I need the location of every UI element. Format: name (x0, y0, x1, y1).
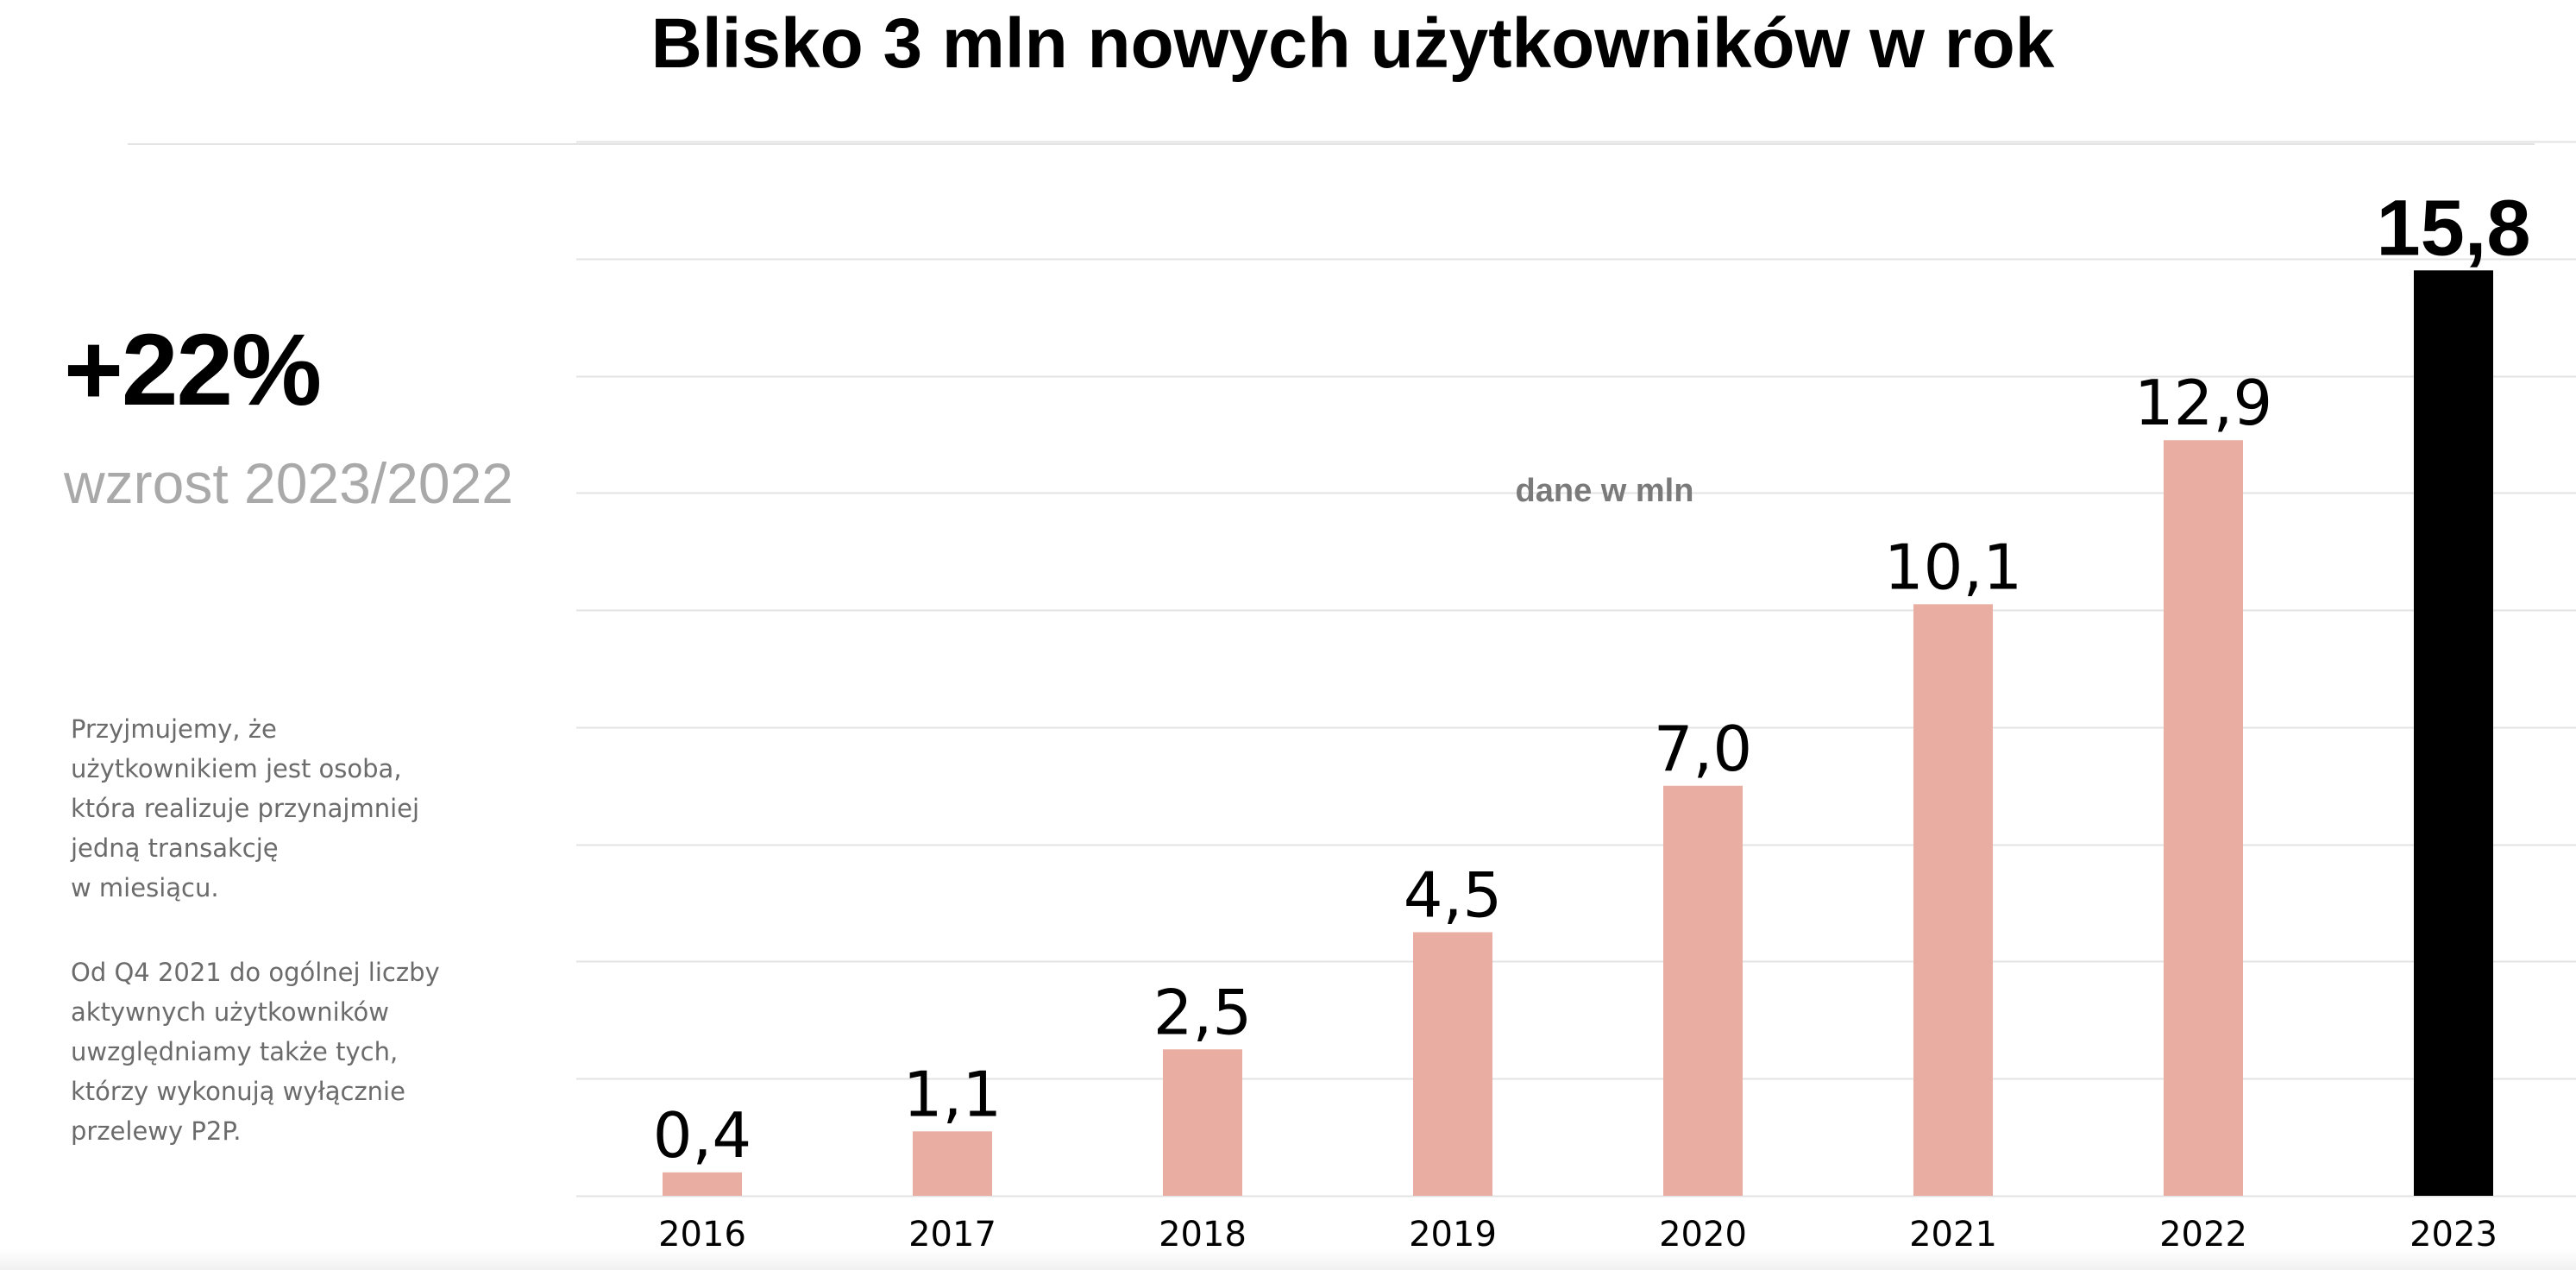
bar-2021 (1913, 604, 1993, 1196)
value-label-2022: 12,9 (2134, 367, 2272, 439)
bottom-fade (0, 1249, 2576, 1270)
value-label-2019: 4,5 (1404, 859, 1503, 932)
p2p-note: Od Q4 2021 do ogólnej liczby aktywnych u… (71, 958, 440, 1146)
x-tick-label-2016: 2016 (658, 1215, 746, 1254)
user-definition-note: Przyjmujemy, że użytkownikiem jest osoba… (71, 714, 420, 902)
title-divider (128, 143, 2535, 145)
value-label-2021: 10,1 (1884, 531, 2022, 603)
value-label-2017: 1,1 (903, 1058, 1002, 1130)
x-tick-label-2018: 2018 (1159, 1215, 1247, 1254)
bar-2020 (1663, 785, 1743, 1196)
value-label-2018: 2,5 (1153, 976, 1253, 1048)
value-label-2020: 7,0 (1654, 713, 1753, 785)
growth-stat-label: wzrost 2023/2022 (64, 451, 514, 515)
x-tick-label-2022: 2022 (2159, 1215, 2247, 1254)
x-tick-label-2020: 2020 (1659, 1215, 1747, 1254)
bar-2019 (1413, 932, 1492, 1196)
chart-unit-label: dane w mln (1515, 473, 1694, 509)
page-title: Blisko 3 mln nowych użytkowników w rok (650, 4, 2055, 83)
x-tick-label-2017: 2017 (908, 1215, 996, 1254)
bar-2017 (913, 1131, 992, 1196)
value-label-2023: 15,8 (2376, 184, 2530, 272)
growth-stat-value: +22% (64, 313, 322, 427)
x-tick-label-2023: 2023 (2410, 1215, 2497, 1254)
chart-gridlines (576, 141, 2576, 1198)
bar-2018 (1163, 1049, 1242, 1196)
value-label-2016: 0,4 (653, 1099, 752, 1172)
chart-x-tick-labels: 2016 2017 2018 2019 2020 2021 2022 2023 (658, 1215, 2497, 1254)
bar-2022 (2164, 440, 2243, 1196)
chart-value-labels: 0,4 1,1 2,5 4,5 7,0 10,1 12,9 15,8 (653, 184, 2531, 1171)
bar-2016 (663, 1172, 742, 1196)
x-tick-label-2021: 2021 (1909, 1215, 1997, 1254)
chart-bars (663, 270, 2493, 1196)
x-tick-label-2019: 2019 (1409, 1215, 1497, 1254)
bar-2023 (2414, 270, 2493, 1196)
